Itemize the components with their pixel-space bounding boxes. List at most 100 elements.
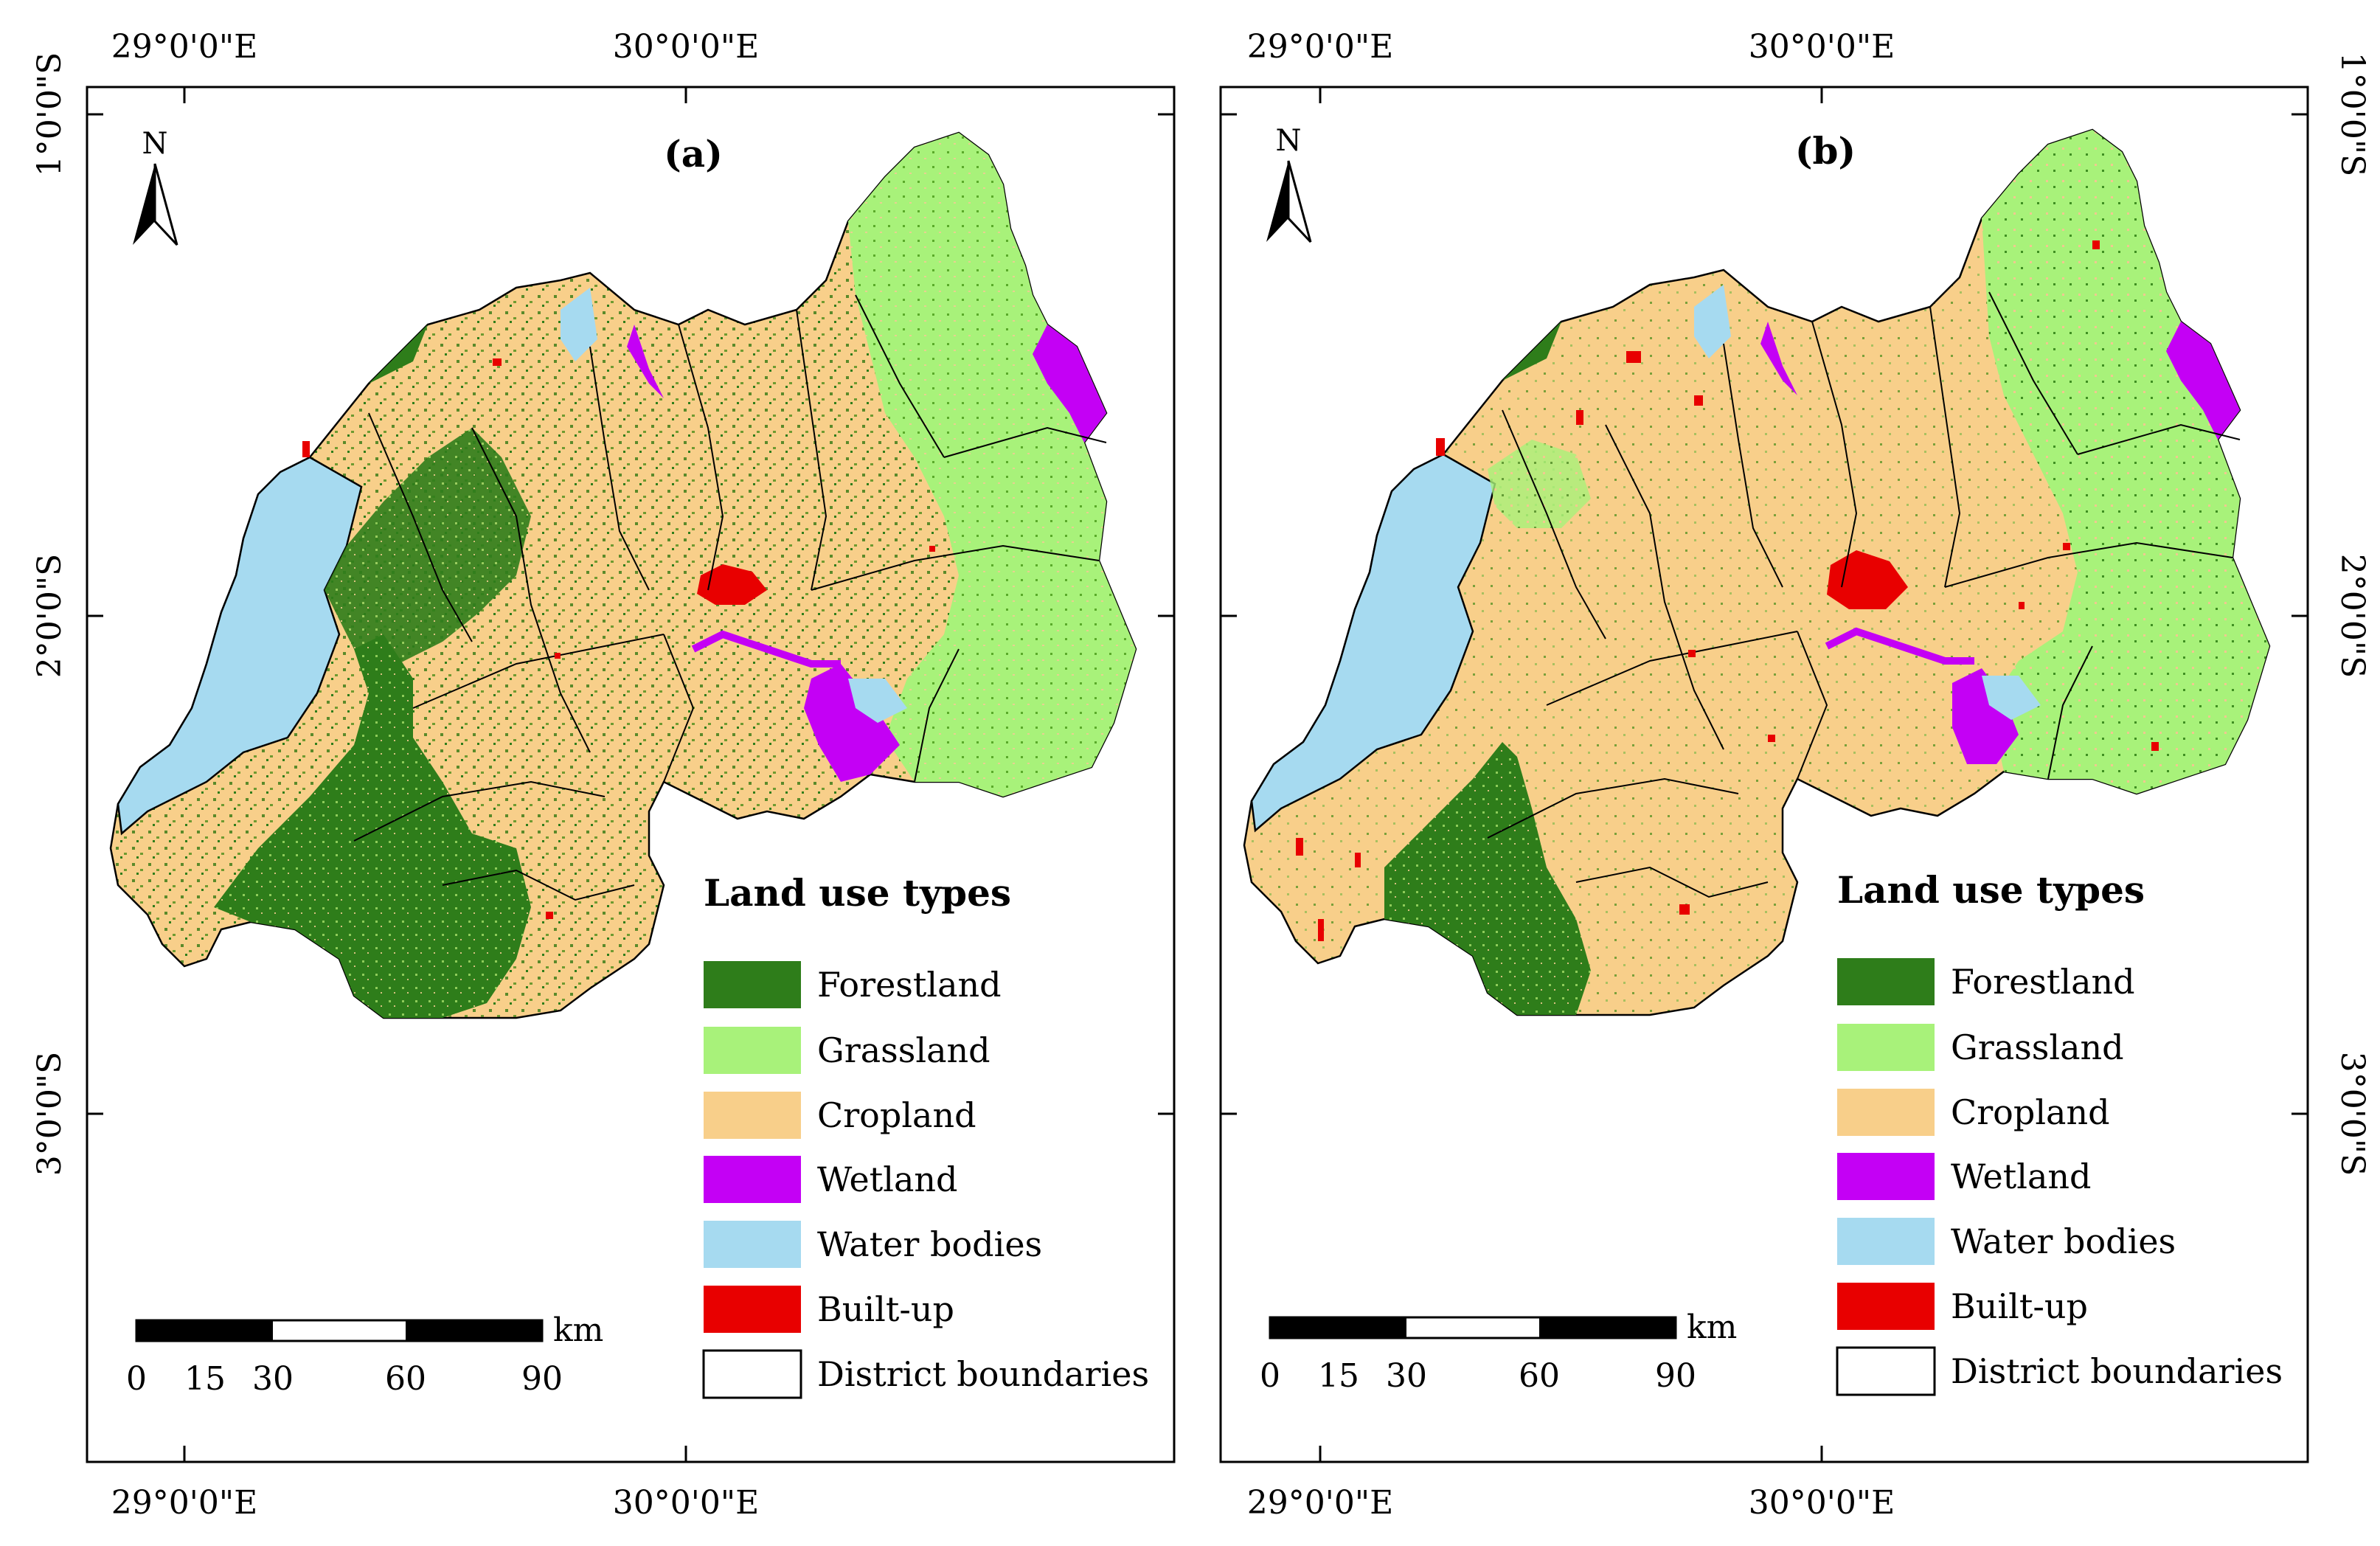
lon-label-bottom-2: 30°0'0"E bbox=[1749, 1484, 1895, 1522]
forest-south bbox=[1384, 742, 1591, 1015]
legend-swatch bbox=[1837, 1218, 1935, 1265]
forest-northwest bbox=[1502, 322, 1561, 381]
grassland-east bbox=[848, 133, 1136, 797]
scale-tick: 60 bbox=[385, 1360, 426, 1398]
legend: Land use types Forestland Grassland Crop… bbox=[702, 871, 1149, 1399]
map-frame bbox=[86, 86, 1176, 1463]
legend-item-forestland: Forestland bbox=[1837, 958, 2135, 1005]
forest-south bbox=[214, 634, 531, 1018]
map-frame bbox=[1219, 86, 2309, 1463]
wetland-river bbox=[1825, 627, 1974, 665]
lon-label-top-1: 29°0'0"E bbox=[111, 28, 257, 66]
lat-label-1: 1°0'0"S bbox=[2334, 52, 2371, 176]
lat-label-2: 2°0'0"S bbox=[31, 554, 69, 678]
scale-tick: 15 bbox=[1318, 1357, 1359, 1395]
legend-label: Built-up bbox=[817, 1289, 954, 1329]
legend-item-wetland: Wetland bbox=[704, 1156, 957, 1203]
scale-tick: 30 bbox=[252, 1360, 294, 1398]
legend-label: Grassland bbox=[1951, 1027, 2124, 1067]
legend-item-built-up: Built-up bbox=[1837, 1283, 2088, 1330]
legend-label: Wetland bbox=[817, 1160, 957, 1199]
map-area bbox=[1243, 128, 2271, 1016]
legend-item-built-up: Built-up bbox=[704, 1286, 954, 1333]
wetland-north bbox=[627, 325, 664, 398]
north-arrow: N bbox=[1266, 124, 1312, 243]
legend-item-water-bodies: Water bodies bbox=[1837, 1218, 2176, 1265]
legend-swatch bbox=[704, 1286, 801, 1333]
lon-label-top-1: 29°0'0"E bbox=[1247, 28, 1393, 66]
wetland-north bbox=[1760, 322, 1797, 395]
scale-tick: 15 bbox=[184, 1360, 226, 1398]
legend-item-cropland: Cropland bbox=[1837, 1089, 2110, 1136]
panel-b: 29°0'0"E 30°0'0"E 29°0'0"E 30°0'0"E 1°0'… bbox=[1219, 28, 2371, 1522]
lon-label-top-2: 30°0'0"E bbox=[613, 28, 759, 66]
legend-swatch bbox=[704, 1027, 801, 1074]
map-area bbox=[109, 131, 1137, 1019]
district-boundaries bbox=[353, 294, 1107, 901]
forest-west bbox=[325, 428, 531, 664]
legend-swatch bbox=[702, 1349, 802, 1399]
legend-label: Water bodies bbox=[1951, 1221, 2176, 1261]
district-boundaries bbox=[1487, 291, 2241, 898]
wetland-southeast bbox=[804, 664, 900, 782]
built-up-patches bbox=[1296, 240, 2159, 941]
wetland-east bbox=[2166, 322, 2240, 440]
legend: Land use types Forestland Grassland Crop… bbox=[1836, 868, 2283, 1396]
legend-title: Land use types bbox=[1837, 868, 2145, 912]
wetland-east bbox=[1033, 325, 1106, 443]
lake-kivu bbox=[1250, 453, 1496, 833]
legend-item-district-boundaries: District boundaries bbox=[702, 1349, 1149, 1399]
legend-item-district-boundaries: District boundaries bbox=[1836, 1346, 2283, 1396]
legend-swatch bbox=[1837, 1089, 1935, 1136]
lon-label-top-2: 30°0'0"E bbox=[1749, 28, 1895, 66]
north-label: N bbox=[1276, 124, 1302, 158]
legend-item-grassland: Grassland bbox=[1837, 1024, 2124, 1071]
scale-tick: 0 bbox=[1260, 1357, 1280, 1395]
scale-tick: 60 bbox=[1519, 1357, 1560, 1395]
scale-tick: 0 bbox=[126, 1360, 147, 1398]
legend-item-grassland: Grassland bbox=[704, 1027, 990, 1074]
lon-label-bottom-1: 29°0'0"E bbox=[111, 1484, 257, 1522]
lat-label-3: 3°0'0"S bbox=[31, 1052, 69, 1176]
north-arrow: N bbox=[133, 127, 178, 246]
wetland-southeast bbox=[1952, 668, 2019, 764]
legend-label: Grassland bbox=[817, 1030, 990, 1070]
legend-swatch bbox=[704, 1092, 801, 1139]
scale-tick: 90 bbox=[521, 1360, 563, 1398]
tick-marks bbox=[1221, 87, 2308, 1462]
forest-northwest bbox=[369, 325, 428, 384]
panel-label: (b) bbox=[1795, 129, 1856, 173]
legend-item-cropland: Cropland bbox=[704, 1092, 976, 1139]
grassland-west bbox=[1488, 440, 1591, 528]
scale-tick: 30 bbox=[1386, 1357, 1427, 1395]
legend-swatch bbox=[1837, 1283, 1935, 1330]
lat-label-2: 2°0'0"S bbox=[2334, 554, 2371, 678]
legend-swatch bbox=[1837, 958, 1935, 1005]
legend-label: Wetland bbox=[1951, 1157, 2091, 1196]
legend-label: Forestland bbox=[1951, 962, 2135, 1002]
water-north bbox=[561, 288, 597, 361]
lake-kivu bbox=[117, 456, 363, 836]
grassland-east bbox=[1982, 130, 2269, 794]
legend-swatch bbox=[1836, 1346, 1936, 1396]
legend-label: Water bodies bbox=[817, 1224, 1042, 1264]
water-southeast bbox=[1982, 676, 2041, 720]
water-north bbox=[1694, 285, 1731, 358]
legend-label: District boundaries bbox=[817, 1354, 1149, 1394]
north-arrow-icon bbox=[133, 164, 155, 245]
water-southeast bbox=[848, 679, 907, 723]
legend-label: District boundaries bbox=[1951, 1351, 2283, 1391]
scale-bar: km 0 15 30 60 90 bbox=[1260, 1308, 1737, 1395]
legend-label: Forestland bbox=[817, 965, 1002, 1005]
wetland-river bbox=[691, 630, 841, 668]
legend-label: Built-up bbox=[1951, 1286, 2088, 1326]
lat-label-1: 1°0'0"S bbox=[31, 52, 69, 176]
legend-swatch bbox=[1837, 1153, 1935, 1200]
north-label: N bbox=[142, 127, 168, 161]
scale-bar: km 0 15 30 60 90 bbox=[126, 1311, 603, 1398]
legend-item-forestland: Forestland bbox=[704, 961, 1002, 1008]
scale-unit: km bbox=[553, 1311, 603, 1349]
lon-label-bottom-1: 29°0'0"E bbox=[1247, 1484, 1393, 1522]
built-up-kigali bbox=[1827, 550, 1908, 609]
